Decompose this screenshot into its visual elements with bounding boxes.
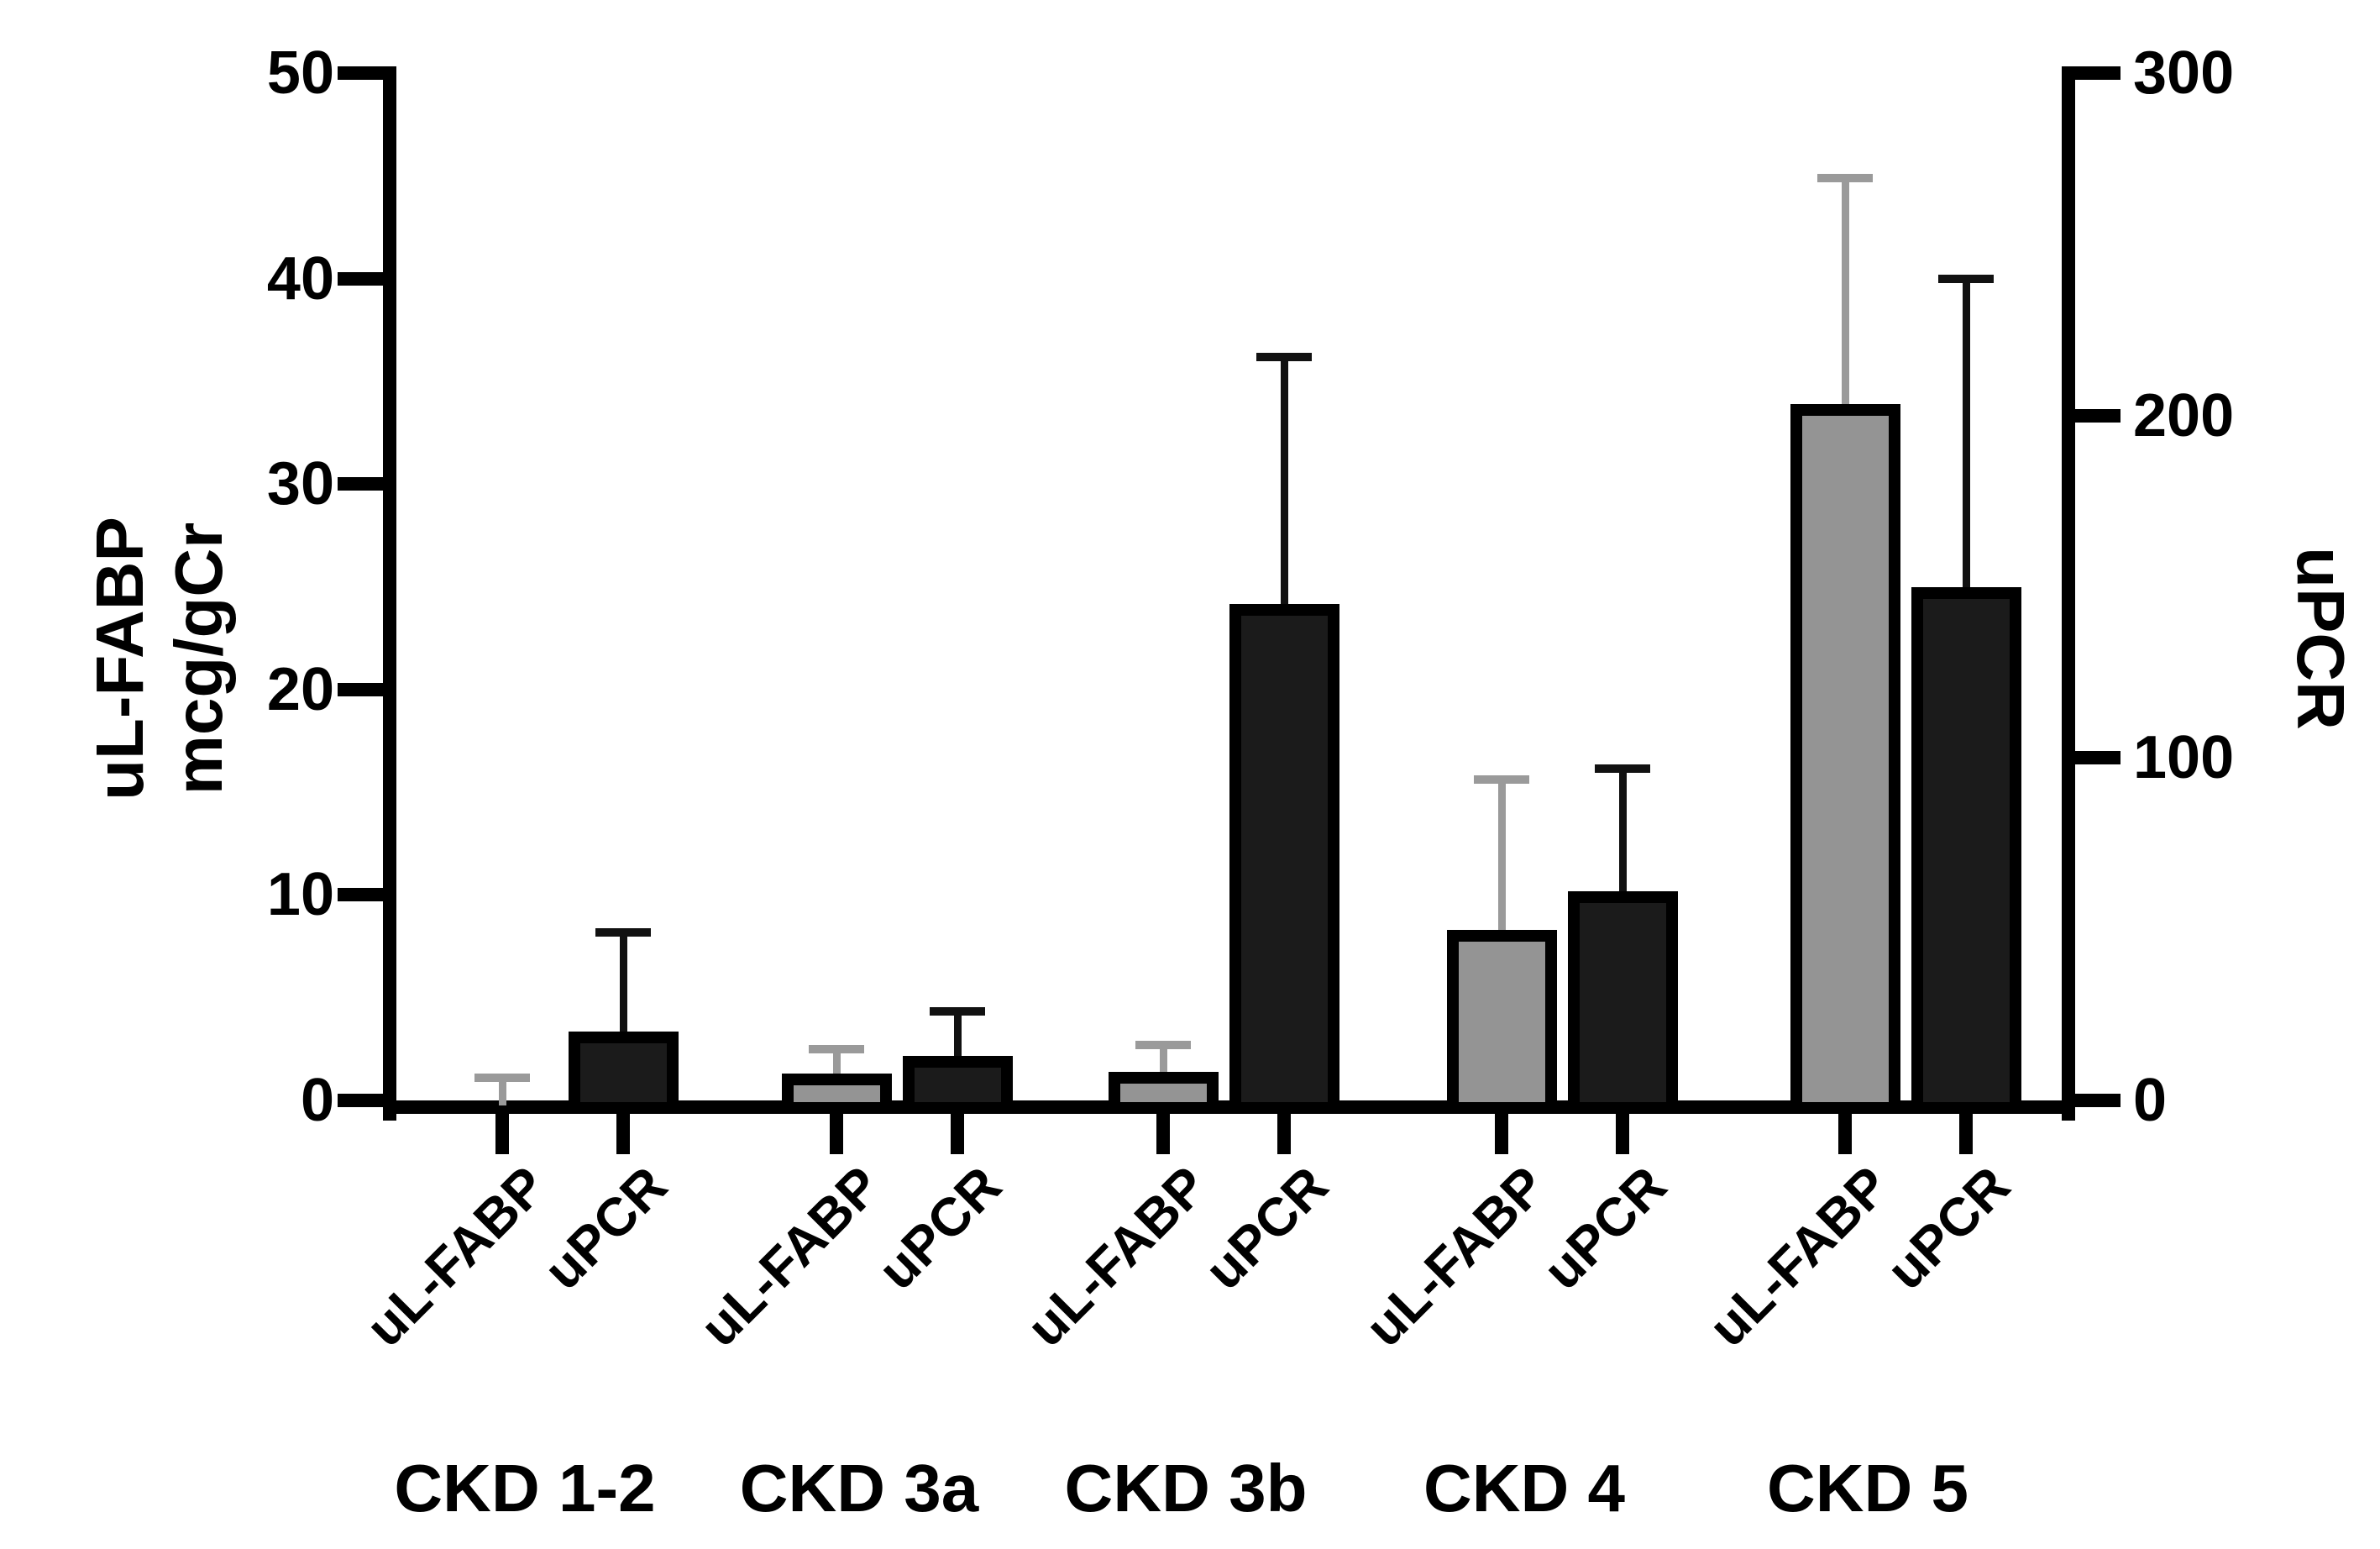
x-axis-tick: [1616, 1114, 1629, 1154]
ul-fabp-bar: [1446, 929, 1557, 1114]
group-label-ckd-1-2: CKD 1-2: [394, 1451, 656, 1525]
ul-fabp-error-bar-stem: [1842, 177, 1849, 409]
x-tick-label-ul-fabp: uL-FABP: [354, 1154, 558, 1358]
right-axis-tick: [2075, 408, 2121, 423]
x-tick-label-ul-fabp: uL-FABP: [1696, 1154, 1900, 1358]
ul-fabp-error-bar-cap: [1135, 1040, 1191, 1049]
left-axis-tick-label: 40: [266, 244, 334, 312]
group-label-ckd-5: CKD 5: [1766, 1451, 1969, 1525]
upcr-error-bar-cap: [1256, 353, 1312, 362]
ul-fabp-bar: [1108, 1071, 1219, 1114]
x-axis-tick: [951, 1114, 964, 1154]
left-axis-tick: [338, 66, 383, 80]
x-tick-label-upcr: uPCR: [532, 1154, 679, 1301]
x-axis-tick: [1277, 1114, 1291, 1154]
ul-fabp-bar: [781, 1074, 892, 1114]
ul-fabp-bar: [1790, 403, 1900, 1114]
upcr-error-bar-cap: [930, 1007, 985, 1016]
x-tick-label-upcr: uPCR: [1531, 1154, 1678, 1301]
right-axis-tick-label: 200: [2133, 381, 2235, 449]
left-axis-tick-label: 30: [266, 450, 334, 518]
upcr-error-bar-cap: [1938, 274, 1994, 283]
group-label-ckd-3b: CKD 3b: [1064, 1451, 1308, 1525]
left-axis-tick-label: 20: [266, 655, 334, 723]
right-axis-tick: [2075, 1094, 2121, 1107]
upcr-bar: [1567, 891, 1678, 1114]
x-tick-label-ul-fabp: uL-FABP: [1014, 1154, 1219, 1358]
x-axis-tick: [495, 1114, 509, 1154]
upcr-error-bar-stem: [620, 932, 627, 1037]
group-label-ckd-4: CKD 4: [1423, 1451, 1626, 1525]
x-tick-label-upcr: uPCR: [866, 1154, 1013, 1301]
right-axis-tick-label: 100: [2133, 724, 2235, 792]
x-axis-tick: [830, 1114, 843, 1154]
upcr-bar: [1911, 586, 2021, 1114]
x-tick-label-ul-fabp: uL-FABP: [1353, 1154, 1557, 1358]
right-axis-tick: [2075, 751, 2121, 765]
left-y-axis-line: [383, 66, 396, 1121]
upcr-bar: [902, 1056, 1013, 1114]
x-tick-label-ul-fabp: uL-FABP: [688, 1154, 892, 1358]
x-axis-tick: [1495, 1114, 1508, 1154]
upcr-error-bar-stem: [1963, 278, 1970, 592]
x-axis-tick: [616, 1114, 630, 1154]
left-axis-tick: [338, 271, 383, 286]
x-axis-tick: [1959, 1114, 1973, 1154]
ul-fabp-error-bar-stem: [499, 1078, 506, 1105]
right-axis-tick: [2075, 66, 2121, 80]
right-axis-tick-label: 300: [2133, 39, 2235, 107]
left-axis-tick-label: 10: [266, 861, 334, 929]
x-tick-label-upcr: uPCR: [1193, 1154, 1339, 1301]
ul-fabp-error-bar-stem: [1160, 1044, 1167, 1077]
upcr-error-bar-cap: [595, 928, 651, 937]
right-axis-tick-label: 0: [2133, 1067, 2168, 1134]
upcr-bar: [568, 1032, 679, 1114]
upcr-bar: [1229, 603, 1339, 1114]
ul-fabp-error-bar-cap: [474, 1074, 530, 1083]
x-axis-tick: [1838, 1114, 1852, 1154]
ul-fabp-error-bar-cap: [809, 1044, 864, 1053]
ul-fabp-error-bar-cap: [1474, 775, 1529, 785]
upcr-error-bar-stem: [1619, 768, 1627, 897]
left-axis-tick: [338, 477, 383, 491]
left-axis-tick: [338, 682, 383, 696]
ul-fabp-error-bar-cap: [1817, 173, 1873, 182]
left-axis-tick: [338, 888, 383, 902]
upcr-error-bar-cap: [1595, 764, 1650, 773]
left-axis-title: uL-FABP mcg/gCr: [82, 517, 236, 801]
x-axis-tick: [1156, 1114, 1170, 1154]
left-axis-tick: [338, 1094, 383, 1107]
x-tick-label-upcr: uPCR: [1874, 1154, 2021, 1301]
right-axis-title: uPCR: [2283, 547, 2358, 730]
left-axis-tick-label: 50: [266, 39, 334, 107]
upcr-error-bar-stem: [1281, 357, 1288, 609]
upcr-error-bar-stem: [954, 1011, 962, 1061]
ul-fabp-error-bar-stem: [833, 1048, 841, 1079]
left-axis-tick-label: 0: [300, 1067, 334, 1134]
right-y-axis-line: [2062, 66, 2075, 1121]
ul-fabp-error-bar-stem: [1498, 780, 1506, 935]
group-label-ckd-3a: CKD 3a: [739, 1451, 979, 1525]
